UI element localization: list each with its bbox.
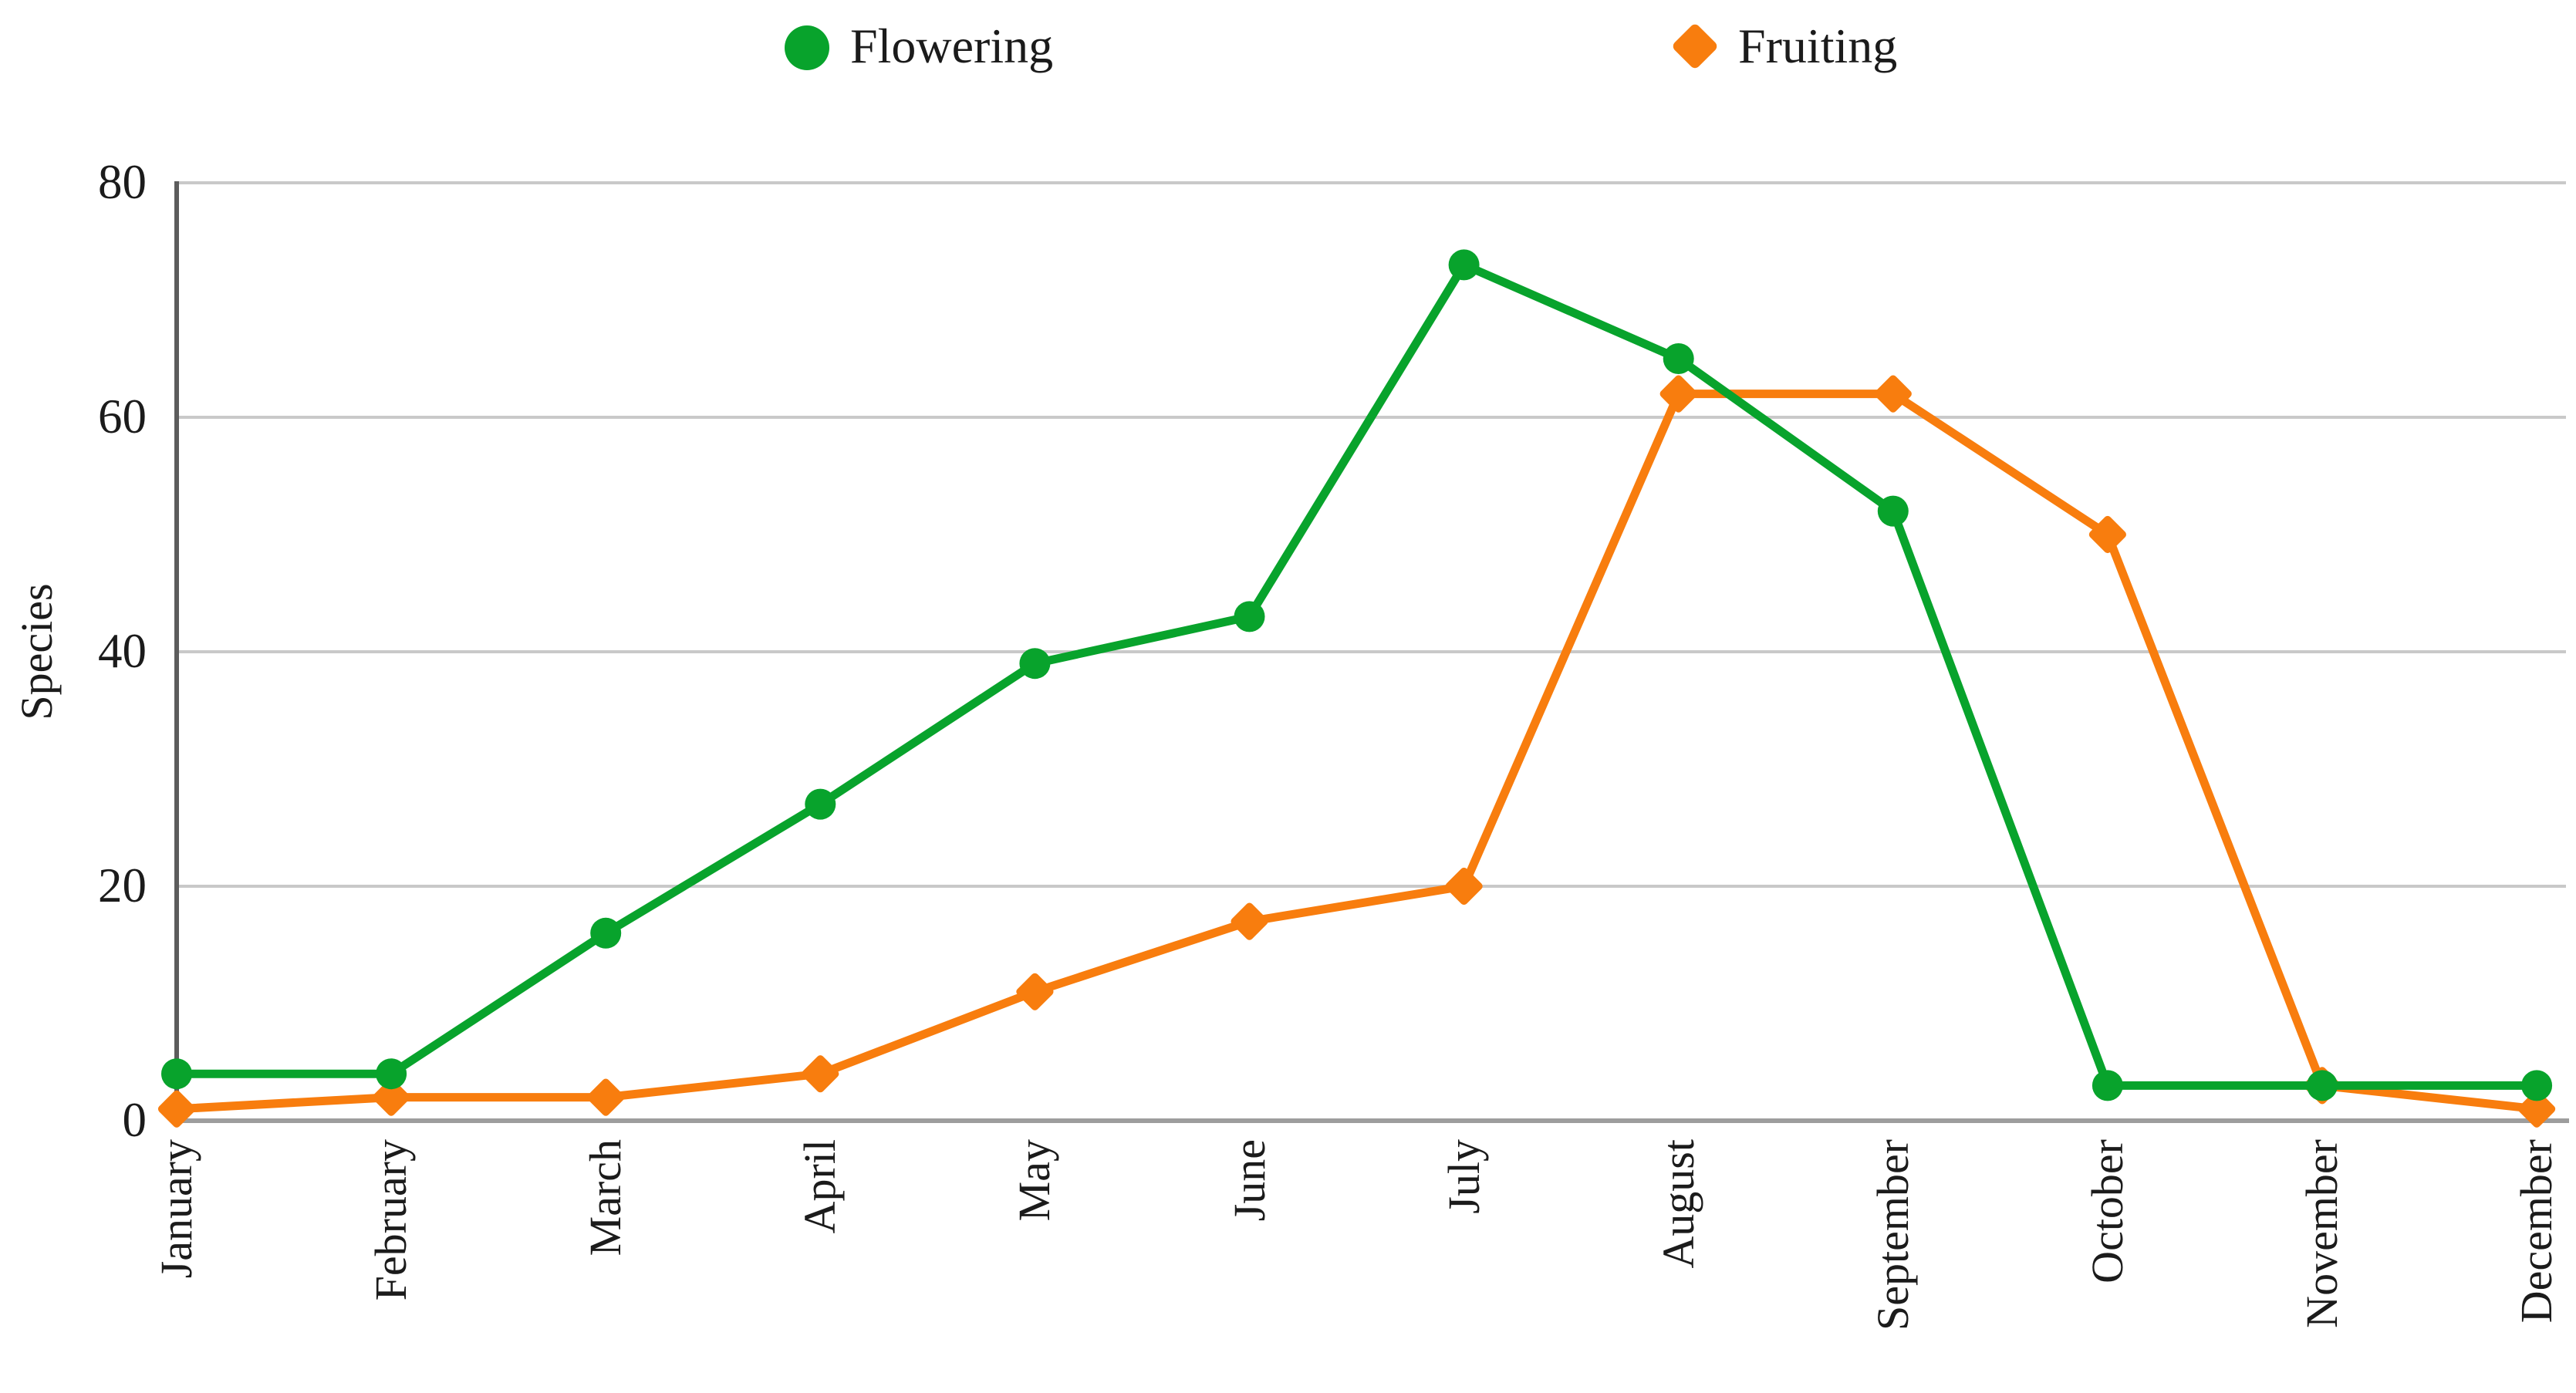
x-tick-label-june: June: [1224, 1139, 1274, 1222]
flowering-marker-january: [161, 1058, 192, 1090]
fruiting-marker-february: [373, 1078, 410, 1116]
flowering-marker-october: [2092, 1070, 2123, 1101]
fruiting-marker-january: [157, 1090, 196, 1128]
fruiting-marker-june: [1231, 902, 1268, 940]
flowering-marker-july: [1448, 249, 1480, 281]
fruiting-marker-december: [2518, 1090, 2556, 1128]
y-tick-label-40: 40: [98, 624, 147, 678]
x-tick-label-december: December: [2511, 1139, 2562, 1324]
fruiting-marker-april: [802, 1055, 839, 1093]
legend-item-fruiting: Fruiting: [1670, 0, 2025, 100]
x-tick-label-march: March: [580, 1139, 631, 1256]
fruiting-marker-august: [1659, 375, 1697, 413]
x-tick-label-july: July: [1438, 1139, 1489, 1214]
y-tick-label-80: 80: [98, 155, 147, 209]
fruiting-marker-september: [1874, 375, 1912, 413]
flowering-marker-december: [2521, 1070, 2553, 1101]
flowering-marker-april: [805, 788, 836, 820]
x-tick-label-november: November: [2297, 1139, 2347, 1328]
flowering-legend-marker-icon: [785, 25, 829, 70]
fruiting-legend-marker-icon: [1670, 22, 1720, 71]
fruiting-marker-july: [1445, 867, 1483, 906]
fruiting-marker-may: [1016, 973, 1054, 1010]
flowering-marker-february: [376, 1058, 407, 1090]
flowering-line: [172, 260, 2541, 1090]
x-tick-label-may: May: [1009, 1139, 1060, 1222]
flowering-marker-march: [590, 917, 622, 949]
y-tick-label-20: 20: [98, 858, 147, 912]
fruiting-marker-october: [2088, 515, 2126, 554]
legend-item-flowering: Flowering: [785, 0, 1170, 100]
flowering-marker-august: [1663, 343, 1694, 374]
x-tick-label-february: February: [366, 1139, 417, 1301]
flowering-marker-may: [1019, 648, 1051, 680]
y-tick-label-0: 0: [122, 1093, 147, 1147]
flowering-marker-september: [1877, 495, 1909, 527]
x-tick-label-october: October: [2081, 1139, 2132, 1283]
fruiting-line: [172, 390, 2541, 1114]
flowering-marker-november: [2307, 1070, 2338, 1101]
x-tick-label-september: September: [1867, 1139, 1918, 1331]
x-tick-label-january: January: [151, 1139, 201, 1279]
flowering-marker-june: [1234, 601, 1265, 632]
x-tick-label-august: August: [1653, 1139, 1703, 1269]
flowering-legend-label: Flowering: [850, 19, 1054, 73]
x-tick-label-april: April: [795, 1139, 846, 1234]
fruiting-legend-label: Fruiting: [1738, 19, 1898, 73]
y-tick-label-60: 60: [98, 390, 147, 444]
fruiting-marker-march: [587, 1078, 625, 1116]
